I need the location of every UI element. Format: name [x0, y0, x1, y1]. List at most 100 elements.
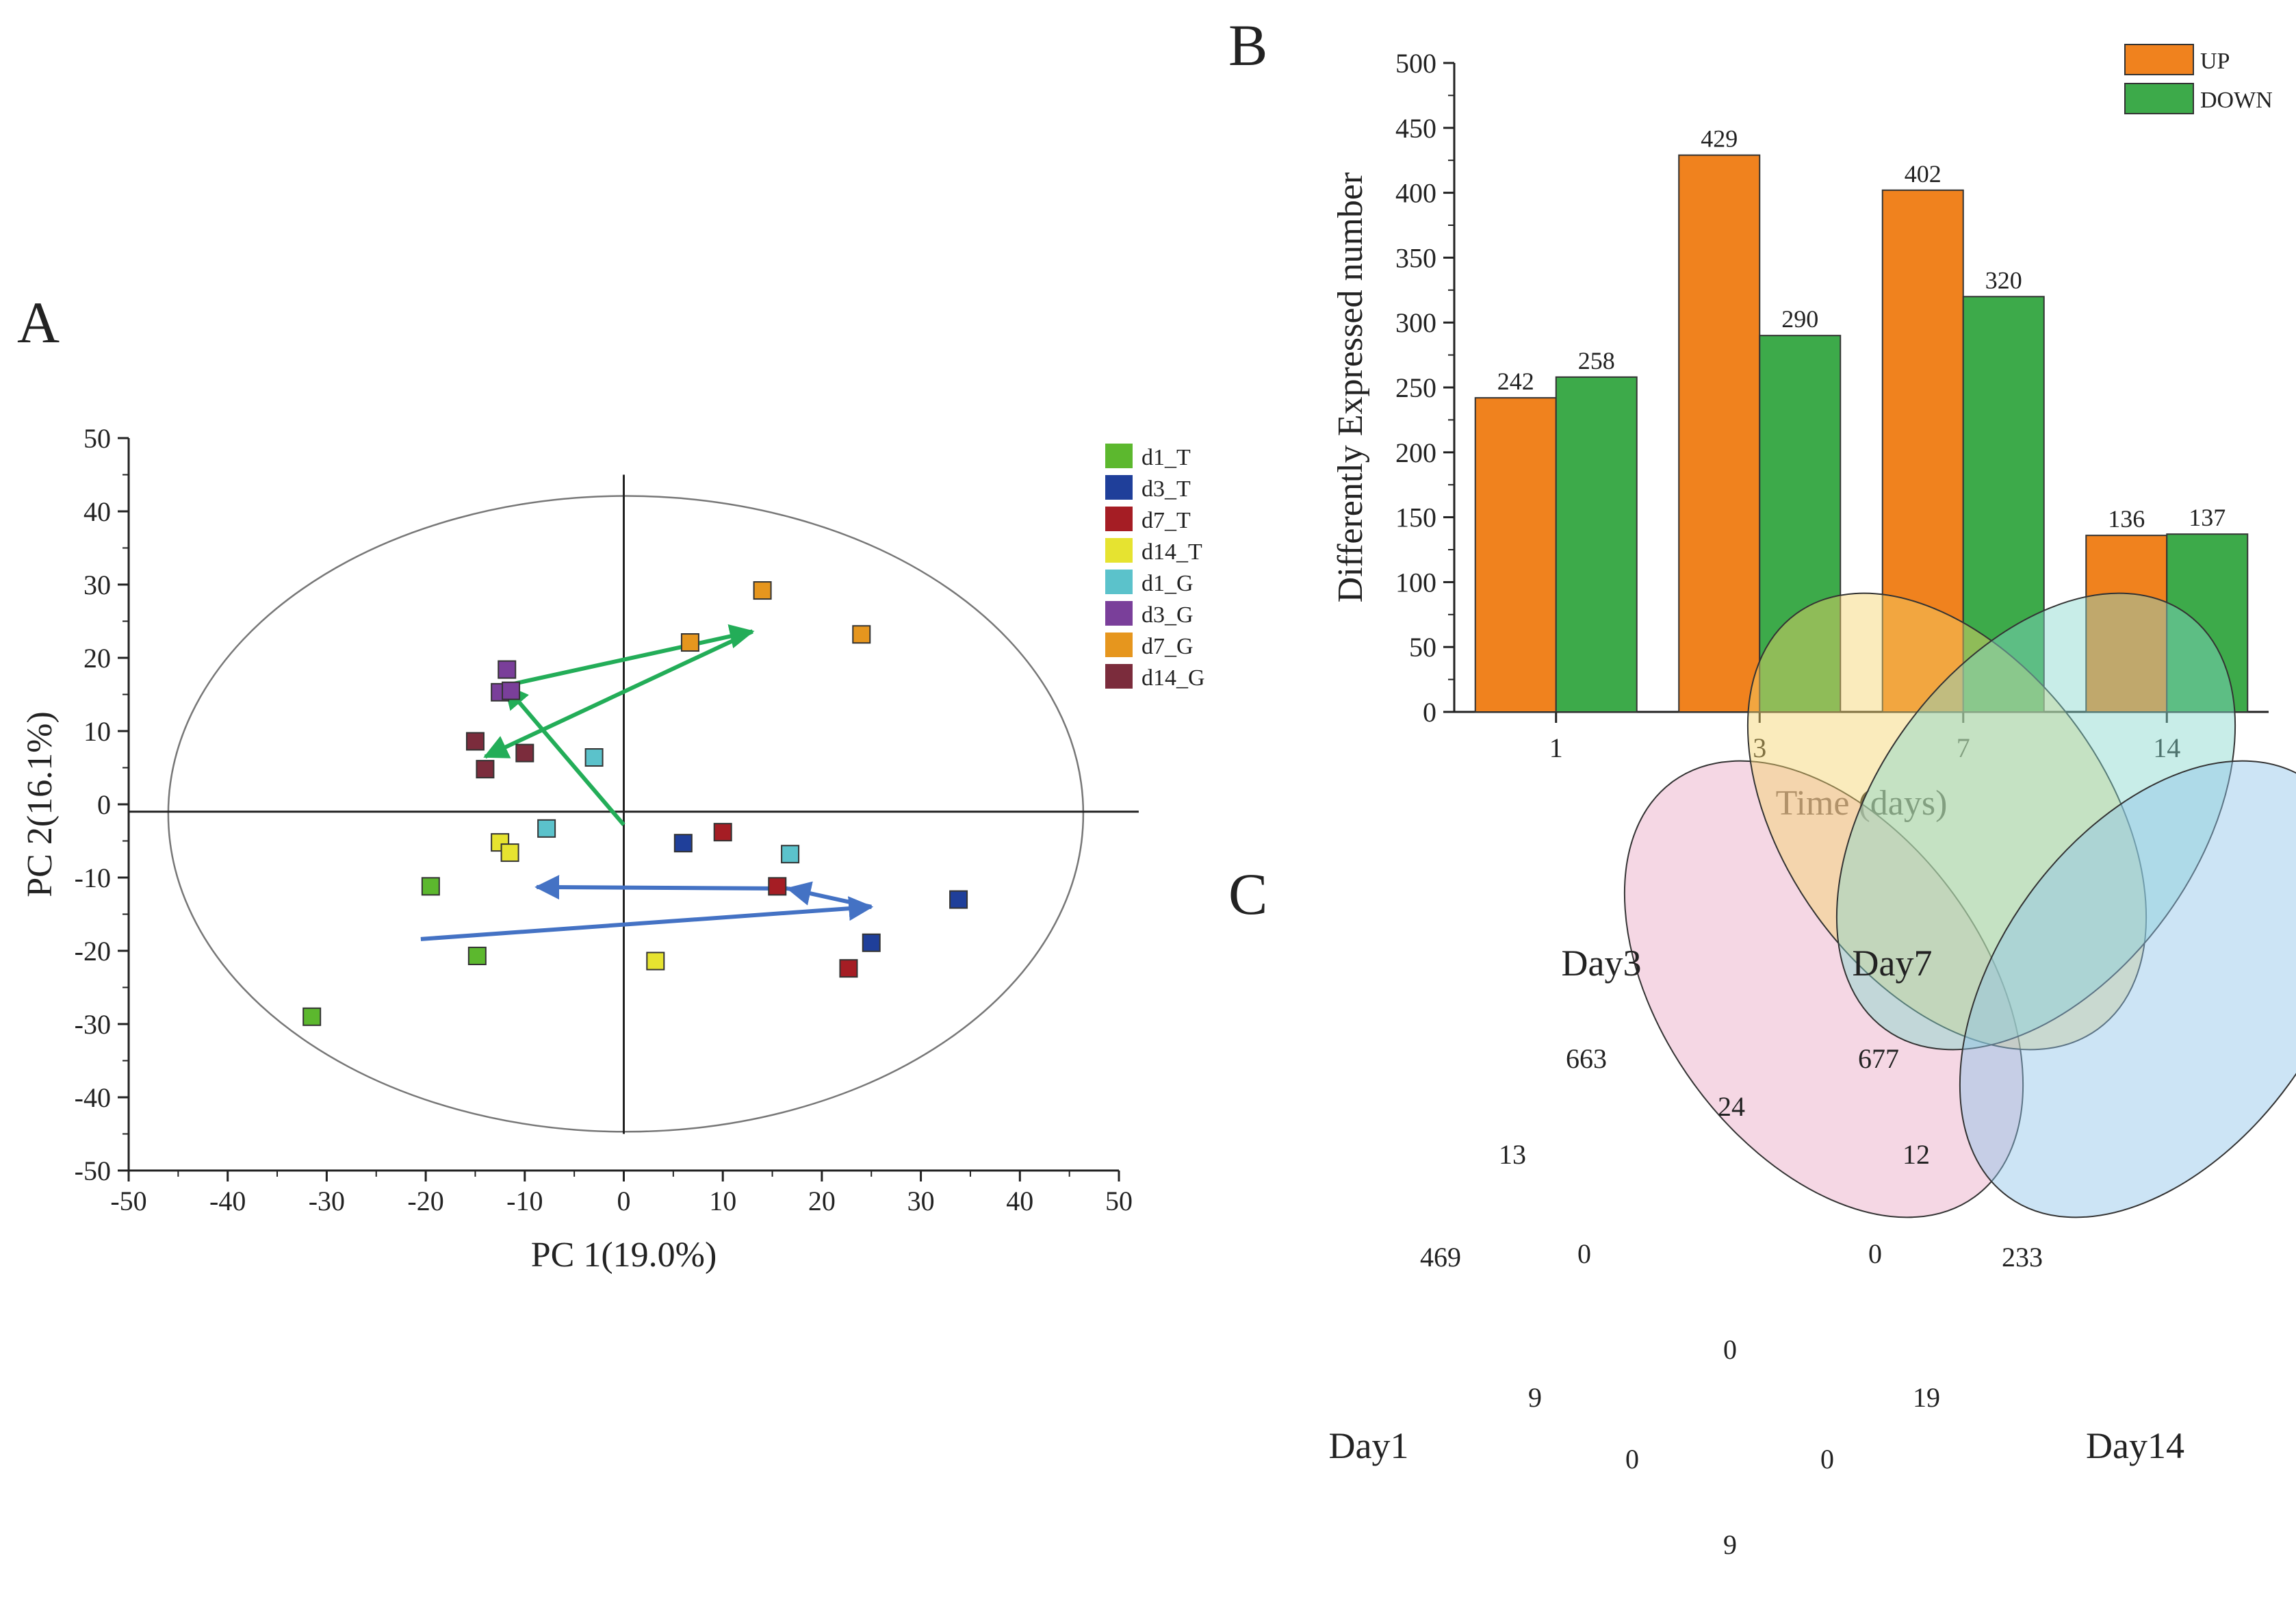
venn-count-day1-day14: 9: [1723, 1529, 1737, 1560]
legend-label-d3-t: d3_T: [1141, 476, 1191, 502]
venn-set-label-day3: Day3: [1562, 943, 1642, 984]
pca-y-tick-label: -20: [75, 936, 111, 967]
bar-y-tick-label: 0: [1423, 697, 1436, 728]
pca-x-tick-label: -40: [209, 1186, 246, 1216]
pca-x-tick-label: -30: [309, 1186, 345, 1216]
legend-swatch-d7-t: [1105, 507, 1133, 531]
venn-count-day7-day14: 12: [1902, 1139, 1930, 1170]
pca-point-d1-g: [584, 748, 604, 767]
bar-down: [1759, 335, 1842, 713]
legend-label-d1-t: d1_T: [1141, 445, 1191, 470]
pca-point-d3-t: [949, 890, 968, 909]
venn-count-day3-day7: 24: [1718, 1091, 1745, 1122]
pca-point-d14-g: [476, 760, 495, 779]
pca-y-tick-label: -30: [75, 1009, 111, 1040]
venn-count-day3-day14: 19: [1913, 1382, 1940, 1413]
venn-ellipse-day1: [1623, 760, 2024, 1218]
legend-label-d3-g: d3_G: [1141, 602, 1194, 628]
bar-y-tick-label: 200: [1395, 437, 1436, 468]
venn-ellipse-day14: [1959, 760, 2296, 1218]
legend-swatch-d14-t: [1105, 538, 1133, 563]
venn-count-all-four: 0: [1723, 1334, 1737, 1365]
pca-y-tick-label: 30: [83, 570, 111, 600]
pca-ellipse: [167, 495, 1085, 1133]
bar-up: [2085, 535, 2168, 713]
bar-value-label-down: 258: [1578, 347, 1615, 374]
bar-up: [1678, 154, 1761, 713]
bar-value-label-down: 320: [1985, 266, 2022, 294]
bar-y-tick-label: 350: [1395, 242, 1436, 273]
venn-count-day3-day7-day14: 0: [1868, 1238, 1882, 1269]
bar-y-tick-label: 500: [1395, 48, 1436, 79]
bar-up: [1881, 189, 1964, 713]
bar-value-label-up: 429: [1701, 125, 1738, 153]
pca-point-d7-g: [852, 625, 871, 644]
venn-count-day3-only: 663: [1566, 1043, 1607, 1074]
pca-point-d14-g: [465, 732, 485, 751]
legend-label-d14-t: d14_T: [1141, 539, 1202, 565]
bar-legend: UP DOWN: [2124, 44, 2273, 114]
pca-x-tick-label: 40: [1006, 1186, 1033, 1216]
pca-legend: d1_T d3_T d7_T d14_T d1_G d3_G d7_G d14_G: [1105, 444, 1205, 691]
pca-point-d7-t: [768, 877, 787, 896]
confidence-ellipse: [167, 495, 1085, 1133]
pca-y-tick-label: -40: [75, 1082, 111, 1113]
bar-tick-labels: 0 50 100 150 200 250 300 350 400 450 500 1 3 7 14: [1395, 48, 2180, 763]
bar-marks: 242 258 429 290 402 320 136 137: [1474, 125, 2249, 713]
venn-count-day7-only: 677: [1858, 1043, 1899, 1074]
pca-x-tick-label: 50: [1105, 1186, 1133, 1216]
bar-x-tick-label: 7: [1957, 732, 1970, 763]
bar-x-tick-label: 14: [2153, 732, 2180, 763]
pca-point-d1-t: [302, 1007, 322, 1026]
bar-down: [1962, 296, 2045, 713]
pca-point-d14-g: [515, 743, 534, 763]
venn-count-day1-day3-day7: 0: [1577, 1238, 1591, 1269]
legend-swatch-d14-g: [1105, 664, 1133, 689]
legend-label-up: UP: [2200, 49, 2230, 74]
bar-x-tick-label: 3: [1753, 732, 1766, 763]
legend-label-d7-g: d7_G: [1141, 634, 1194, 659]
venn-set-label-day7: Day7: [1853, 943, 1933, 984]
pca-trajectory-arrows: [420, 624, 874, 941]
bar-value-label-up: 402: [1905, 160, 1942, 188]
pca-x-tick-label: 10: [709, 1186, 736, 1216]
bar-value-label-up: 242: [1497, 368, 1534, 395]
pca-point-d3-t: [673, 834, 693, 853]
venn-ellipse-day7: [1835, 592, 2236, 1051]
pca-point-d7-g: [680, 633, 699, 652]
pca-y-tick-label: 10: [83, 716, 111, 747]
venn-count-day1-day7-day14: 0: [1625, 1444, 1639, 1474]
pca-point-d1-g: [781, 845, 800, 864]
panel-label-c: C: [1228, 861, 1267, 927]
bar-value-label-down: 290: [1781, 305, 1818, 333]
pca-point-d7-t: [839, 959, 858, 978]
bar-y-tick-label: 250: [1395, 372, 1436, 403]
legend-swatch-d1-g: [1105, 570, 1133, 594]
legend-swatch-d3-g: [1105, 601, 1133, 626]
trajectory-arrow-t: [534, 875, 788, 900]
pca-point-d3-g: [502, 681, 521, 700]
pca-y-tick-label: 20: [83, 643, 111, 674]
trajectory-arrow-g: [504, 624, 755, 688]
pca-y-tick-label: -10: [75, 862, 111, 893]
pca-points: [302, 581, 968, 1026]
venn-set-label-day1: Day1: [1329, 1425, 1409, 1466]
legend-label-d7-t: d7_T: [1141, 508, 1191, 533]
pca-point-d14-t: [646, 951, 665, 971]
bar-value-label-up: 136: [2108, 505, 2145, 533]
venn-count-day1-only: 469: [1420, 1242, 1461, 1273]
bar-y-tick-label: 450: [1395, 113, 1436, 144]
pca-x-tick-label: -20: [407, 1186, 443, 1216]
trajectory-arrow-t: [786, 881, 872, 909]
venn-count-day1-day7: 9: [1528, 1382, 1542, 1413]
trajectory-arrow-g: [503, 684, 625, 826]
pca-x-tick-label: 30: [907, 1186, 935, 1216]
legend-swatch-down: [2124, 83, 2194, 114]
venn-ellipse-day3: [1746, 592, 2147, 1051]
pca-point-d3-g: [498, 660, 517, 679]
bar-y-tick-label: 100: [1395, 567, 1436, 598]
bar-down: [2166, 533, 2249, 713]
venn-count-day1-day3-day14: 0: [1820, 1444, 1834, 1474]
